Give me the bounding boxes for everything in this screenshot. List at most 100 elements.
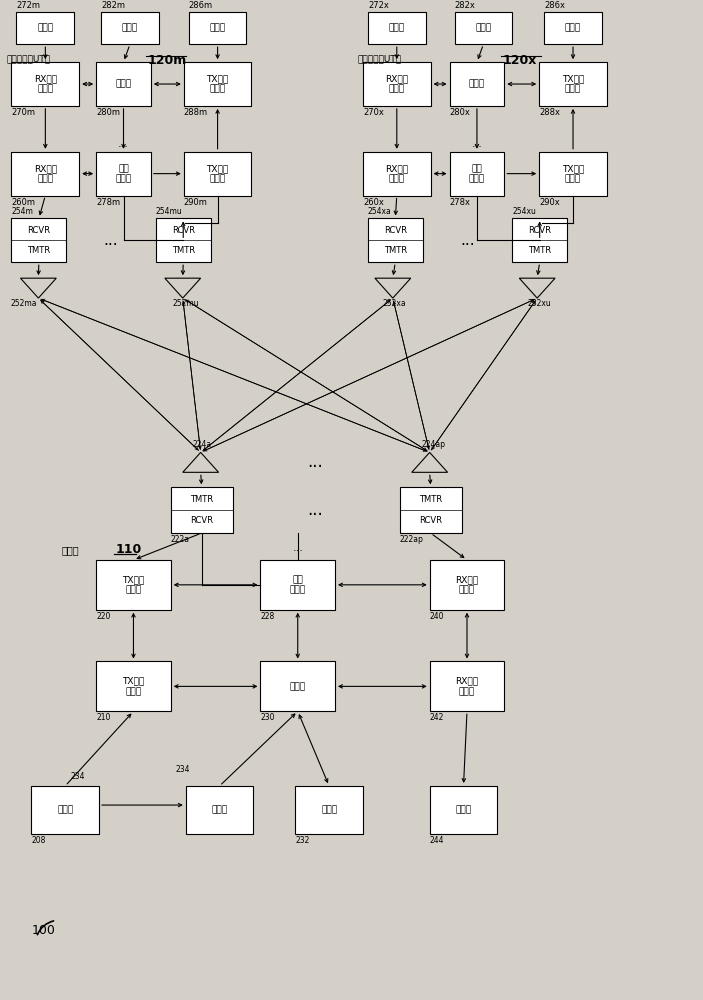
Text: 224ap: 224ap [422,440,446,449]
Bar [188,12,247,44]
Text: 280x: 280x [450,108,470,117]
Bar [96,661,171,711]
Text: 存储器: 存储器 [122,24,138,33]
Bar [363,152,431,196]
Text: 存储器: 存储器 [321,805,337,814]
Text: ...: ... [307,453,323,471]
Text: 260m: 260m [11,198,35,207]
Bar [96,152,151,196]
Text: 接入点: 接入点 [61,545,79,555]
Text: RX数据
处理器: RX数据 处理器 [34,74,57,94]
Text: 252xu: 252xu [527,299,551,308]
Bar [512,218,567,262]
Text: TMTR: TMTR [528,246,551,255]
Text: 270x: 270x [363,108,384,117]
Bar [260,560,335,610]
Bar [430,661,504,711]
Text: 252mu: 252mu [173,299,200,308]
Text: TX空间
处理器: TX空间 处理器 [207,164,228,183]
Text: RX数据
处理器: RX数据 处理器 [456,677,479,696]
Bar [183,152,252,196]
Text: 270m: 270m [11,108,35,117]
Bar [11,218,66,262]
Text: 234: 234 [176,765,191,774]
Bar [400,487,461,533]
Bar [430,560,504,610]
Bar [96,62,151,106]
Text: 286x: 286x [544,1,565,10]
Text: RX空间
处理器: RX空间 处理器 [385,164,408,183]
Bar [368,218,423,262]
Text: ...: ... [472,139,482,149]
Text: 用户终端（UT）: 用户终端（UT） [6,54,51,63]
Text: 110: 110 [116,543,142,556]
Bar [430,786,497,834]
Text: 252ma: 252ma [11,299,37,308]
Text: 290m: 290m [183,198,207,207]
Text: RCVR: RCVR [528,226,551,235]
Text: 存储器: 存储器 [475,24,491,33]
Text: 208: 208 [32,836,46,845]
Text: RCVR: RCVR [172,226,195,235]
Text: 信道
估计器: 信道 估计器 [469,164,485,183]
Bar [171,487,233,533]
Text: 244: 244 [430,836,444,845]
Text: ...: ... [104,233,118,248]
Text: 240: 240 [430,612,444,621]
Bar [363,62,431,106]
Text: TX空间
处理器: TX空间 处理器 [122,575,145,595]
Bar [450,62,504,106]
Text: 282m: 282m [101,1,125,10]
Text: TX数据
处理器: TX数据 处理器 [562,74,584,94]
Text: 222a: 222a [171,535,190,544]
Text: RCVR: RCVR [384,226,407,235]
Text: 254mu: 254mu [156,207,183,216]
Text: 信道
估计器: 信道 估计器 [290,575,306,595]
Bar [368,12,426,44]
Text: TMTR: TMTR [172,246,195,255]
Text: 数据源: 数据源 [57,805,73,814]
Text: 用户终端（UT）: 用户终端（UT） [358,54,402,63]
Text: 280m: 280m [96,108,120,117]
Text: 控制器: 控制器 [469,80,485,89]
Text: 278m: 278m [96,198,120,207]
Text: 120m: 120m [148,54,187,67]
Text: 282x: 282x [455,1,475,10]
Text: 288x: 288x [539,108,560,117]
Text: 286m: 286m [188,1,213,10]
Text: 230: 230 [260,713,275,722]
Text: TMTR: TMTR [384,246,407,255]
Text: 254xa: 254xa [368,207,392,216]
Bar [260,661,335,711]
Text: TX数据
处理器: TX数据 处理器 [122,677,145,696]
Bar [11,152,79,196]
Text: 数据源: 数据源 [209,24,226,33]
Text: 228: 228 [260,612,275,621]
Bar [32,786,99,834]
Bar [11,62,79,106]
Text: 242: 242 [430,713,444,722]
Text: 232: 232 [295,836,309,845]
Bar [544,12,602,44]
Bar [295,786,363,834]
Text: 数据源: 数据源 [565,24,581,33]
Text: 数据阱: 数据阱 [37,24,53,33]
Text: TMTR: TMTR [419,495,442,504]
Text: 调度器: 调度器 [212,805,228,814]
Text: RX空间
处理器: RX空间 处理器 [34,164,57,183]
Text: 234: 234 [70,772,85,781]
Text: 224a: 224a [193,440,212,449]
Bar [183,62,252,106]
Text: 100: 100 [32,924,56,937]
Text: 220: 220 [96,612,110,621]
Text: 260x: 260x [363,198,384,207]
Bar [455,12,512,44]
Text: RCVR: RCVR [27,226,51,235]
Text: RX数据
处理器: RX数据 处理器 [385,74,408,94]
Text: RCVR: RCVR [419,516,442,525]
Bar [450,152,504,196]
Text: 控制器: 控制器 [115,80,131,89]
Bar [16,12,75,44]
Bar [186,786,253,834]
Text: TMTR: TMTR [190,495,213,504]
